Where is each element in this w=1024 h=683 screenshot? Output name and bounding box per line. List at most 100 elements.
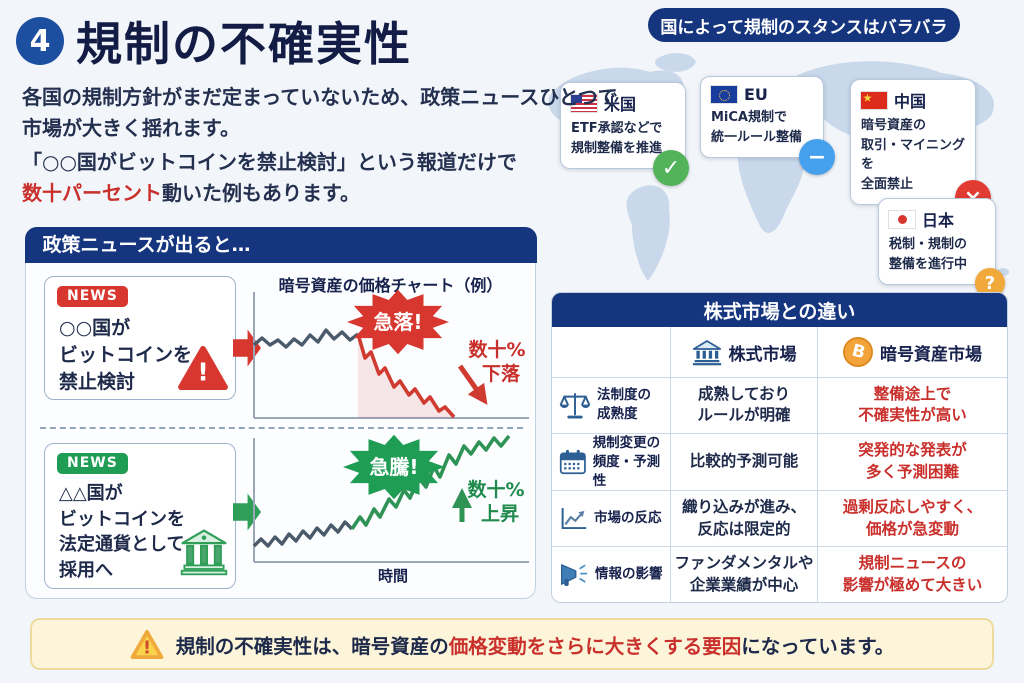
footer-post: になっています。 (741, 634, 895, 658)
policy-news-panel: 政策ニュースが出ると… 暗号資産の価格チャート（例） NEWS ○○国が ビット… (24, 226, 537, 599)
column-header-stock-label: 株式市場 (728, 344, 797, 365)
intro-paragraph-2: 「○○国がビットコインを禁止検討」という報道だけで 数十パーセント動いた例もあり… (22, 147, 517, 209)
country-name: 米国 (604, 95, 637, 114)
row-label-legal-maturity: 法制度の 成熟度 (552, 377, 670, 433)
china-flag-icon (861, 91, 887, 109)
headline-line: 法定通貨として (59, 534, 185, 556)
country-name: 日本 (922, 211, 955, 230)
country-card-eu-head: EU (711, 85, 813, 104)
warning-triangle-icon: ! (178, 345, 228, 391)
country-desc: ETF承認などで 規制整備を推進 (571, 121, 663, 156)
calendar-icon (559, 449, 586, 475)
headline-line: 禁止検討 (59, 370, 136, 393)
svg-text:急騰!: 急騰! (369, 455, 418, 479)
crypto-cell: 整備途上で 不確実性が高い (817, 377, 1007, 433)
section-number: 4 (29, 23, 51, 59)
minus-status-icon: − (799, 139, 835, 175)
footer-note: ! 規制の不確実性は、暗号資産の価格変動をさらに大きくする要因になっています。 (30, 618, 994, 670)
country-desc: 暗号資産の 取引・マイニングを 全面禁止 (861, 118, 966, 192)
row-label-change-frequency: 規制変更の 頻度・予測性 (552, 432, 670, 491)
headline-line: ビットコインを (59, 343, 193, 366)
surge-pct-label: 数十% (467, 478, 524, 501)
government-building-icon (180, 529, 228, 576)
surge-price-chart: 急騰! 数十% 上昇 時間 (252, 434, 529, 585)
surge-dir-label: 上昇 (481, 503, 519, 525)
question-glyph: ? (984, 272, 996, 294)
bank-icon (692, 339, 721, 365)
crash-price-chart: 急落! 数十% 下落 (252, 290, 529, 419)
down-arrow-icon (457, 364, 488, 405)
japan-flag-icon (889, 210, 915, 228)
line-chart-icon (561, 507, 587, 529)
country-card-japan: 日本 税制・規制の 整備を進行中 ? (878, 198, 1005, 298)
footer-pre: 規制の不確実性は、暗号資産の (175, 634, 449, 658)
crash-pct-label: 数十% (468, 338, 525, 361)
svg-text:急落!: 急落! (373, 310, 422, 334)
eu-flag-icon (711, 86, 737, 103)
scales-icon (559, 392, 591, 419)
headline-line: ○○国が (59, 317, 131, 339)
column-header-crypto: B 暗号資産市場 (817, 327, 1007, 377)
megaphone-icon (560, 564, 588, 587)
page-title: 規制の不確実性 (76, 17, 412, 71)
footer-highlight: 価格変動をさらに大きくする要因 (448, 634, 742, 658)
headline-line: △△国が (59, 483, 123, 504)
map-banner-text: 国によって規制のスタンスはバラバラ (660, 17, 948, 38)
svg-text:!: ! (197, 357, 208, 386)
stock-cell: ファンダメンタルや 企業業績が中心 (670, 546, 817, 602)
news-headline-adopt: △△国が ビットコインを 法定通貨として 採用へ (59, 481, 185, 583)
country-card-japan-head: 日本 (889, 207, 985, 231)
country-card-china-head: 中国 (861, 88, 965, 112)
column-header-stock: 株式市場 (670, 327, 817, 377)
crash-dir-label: 下落 (482, 362, 521, 385)
footer-text: 規制の不確実性は、暗号資産の価格変動をさらに大きくする要因になっています。 (176, 630, 895, 659)
divider (40, 427, 523, 429)
headline-line: ビットコインを (59, 508, 185, 530)
news-badge: NEWS (57, 453, 128, 474)
country-card-china: 中国 暗号資産の 取引・マイニングを 全面禁止 × (850, 79, 991, 216)
country-desc: 税制・規制の 整備を進行中 (889, 237, 968, 272)
intro-p2-pre: 「○○国がビットコインを禁止検討」という報道だけで (22, 150, 517, 174)
news-card-adopt: NEWS △△国が ビットコインを 法定通貨として 採用へ (44, 443, 236, 589)
svg-text:!: ! (143, 638, 151, 658)
column-header-crypto-label: 暗号資産市場 (880, 344, 982, 365)
bitcoin-icon: B (843, 337, 873, 367)
corner-cell (552, 327, 670, 377)
country-name: 中国 (894, 92, 927, 111)
row-label-information-impact: 情報の影響 (552, 546, 670, 602)
news-badge: NEWS (57, 286, 128, 307)
crypto-cell: 突発的な発表が 多く予測困難 (817, 432, 1007, 491)
country-desc: MiCA規制で 統一ルール整備 (711, 110, 803, 145)
minus-glyph: − (807, 144, 827, 170)
stock-cell: 成熟しており ルールが明確 (670, 377, 817, 433)
caution-triangle-icon: ! (130, 629, 164, 659)
headline-line: 採用へ (59, 559, 113, 581)
country-card-eu: EU MiCA規制で 統一ルール整備 − (700, 76, 835, 175)
comparison-table-title: 株式市場との違い (552, 293, 1007, 327)
country-card-usa-head: 米国 (571, 91, 675, 115)
intro-p2-highlight: 数十パーセント (22, 181, 162, 205)
stock-cell: 織り込みが進み、 反応は限定的 (670, 490, 817, 547)
section-number-badge: 4 (16, 17, 64, 65)
country-card-usa: 米国 ETF承認などで 規制整備を推進 ✓ (560, 82, 689, 186)
us-flag-icon (571, 94, 597, 112)
crash-burst-badge: 急落! (347, 290, 449, 355)
country-name: EU (744, 85, 768, 104)
x-axis-label: 時間 (378, 567, 408, 585)
comparison-table-grid: 株式市場 B 暗号資産市場 法制度の 成熟度 成熟しており ルールが明確 整備途… (552, 327, 1007, 602)
stock-cell: 比較的予測可能 (670, 432, 817, 491)
page-title-row: 4 規制の不確実性 (16, 8, 412, 74)
policy-news-panel-header: 政策ニュースが出ると… (24, 226, 537, 263)
news-card-ban: NEWS ○○国が ビットコインを 禁止検討 ! (44, 276, 236, 400)
check-status-icon: ✓ (653, 150, 689, 186)
comparison-table: 株式市場との違い 株式市場 B 暗号資産市場 (551, 292, 1008, 603)
price-chart-title: 暗号資産の価格チャート（例） (278, 276, 503, 295)
intro-p2-post: 動いた例もあります。 (162, 181, 360, 205)
news-headline-ban: ○○国が ビットコインを 禁止検討 (59, 315, 192, 396)
crypto-cell: 過剰反応しやすく、 価格が急変動 (817, 490, 1007, 547)
surge-burst-badge: 急騰! (343, 434, 445, 500)
check-glyph: ✓ (661, 155, 681, 181)
crypto-cell: 規制ニュースの 影響が極めて大きい (817, 546, 1007, 602)
map-banner: 国によって規制のスタンスはバラバラ (648, 8, 960, 42)
